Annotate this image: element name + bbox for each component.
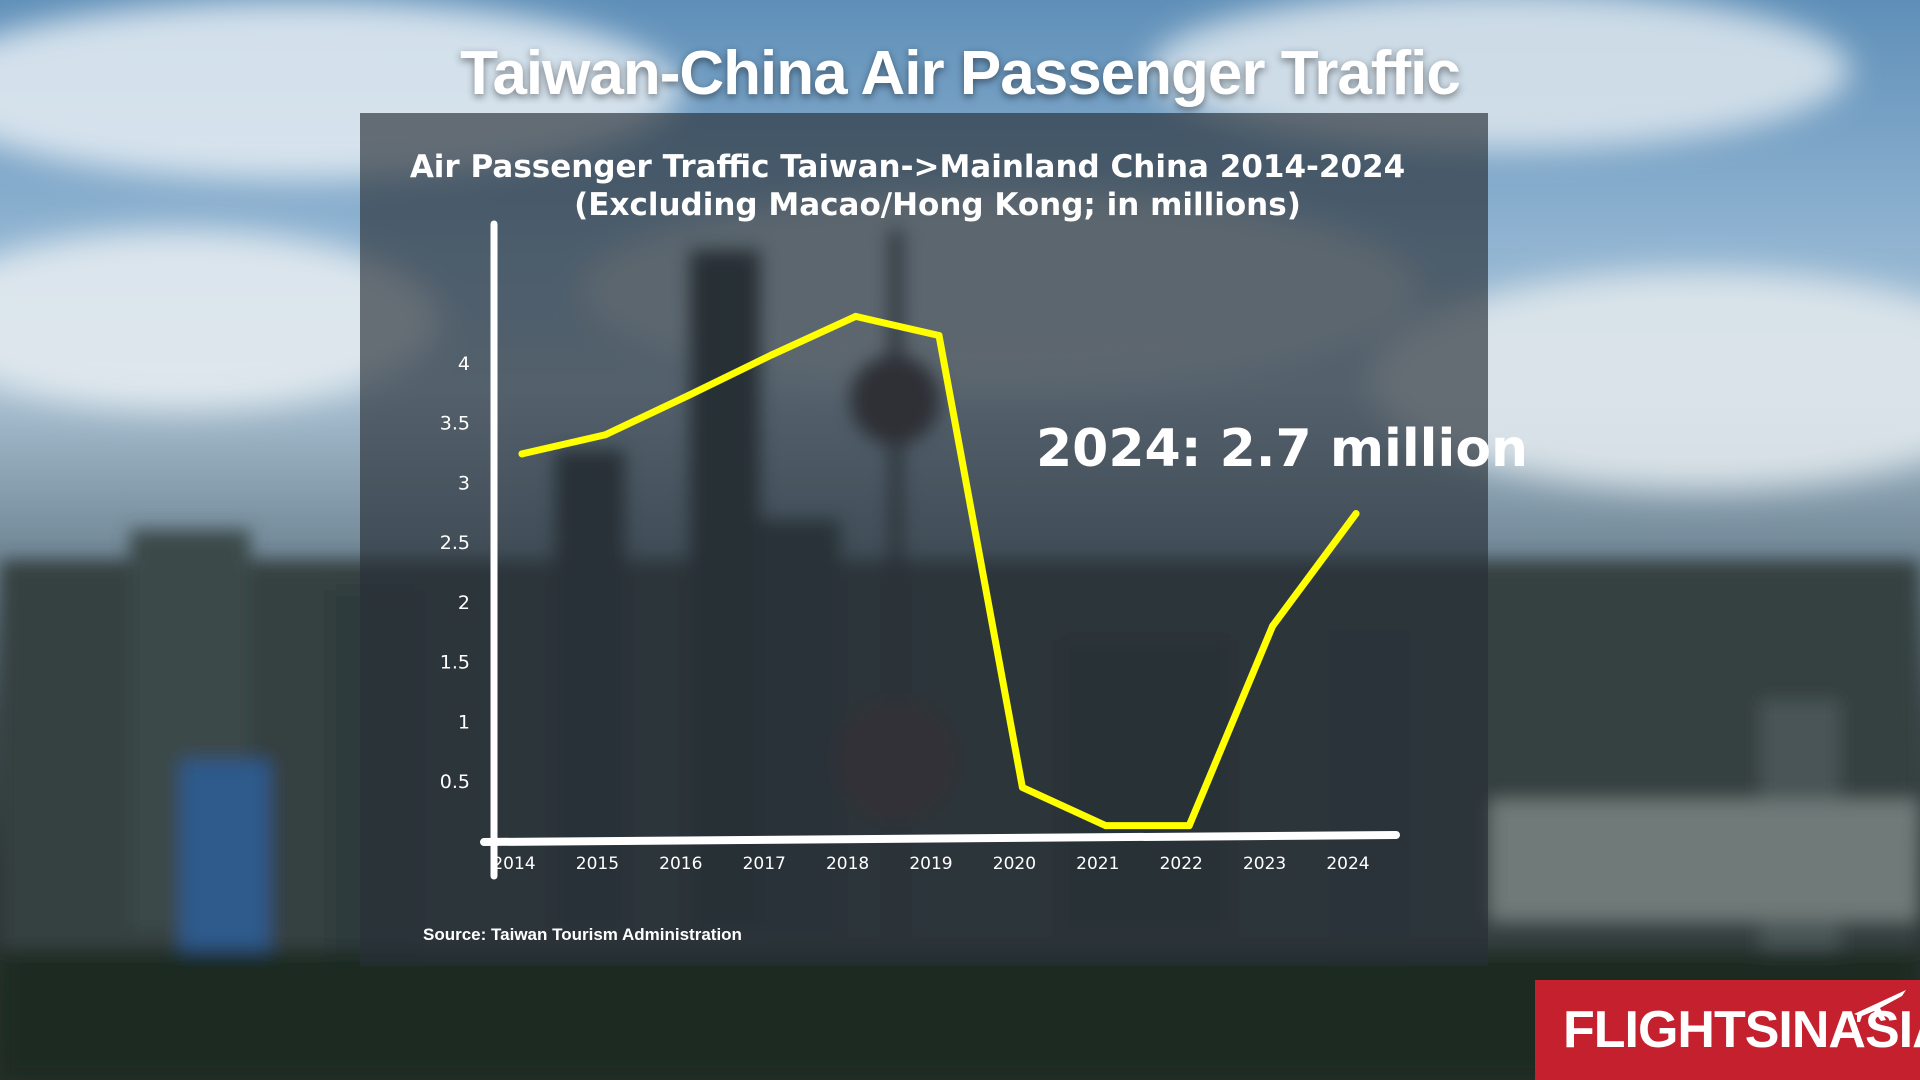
x-tick-label: 2024	[1326, 854, 1369, 874]
data-point	[768, 351, 776, 359]
axes	[480, 220, 1400, 880]
data-point	[601, 431, 609, 439]
y-tick-label: 1.5	[440, 652, 470, 674]
data-point	[852, 312, 860, 320]
data-point	[685, 391, 693, 399]
line-chart: 0.511.522.533.54 2014 2015 2016 2017 2018 201…	[440, 220, 1400, 880]
x-tick-label: 2015	[576, 854, 619, 874]
x-tick-label: 2021	[1076, 854, 1119, 874]
data-point	[935, 332, 943, 340]
airplane-icon	[1854, 990, 1906, 1022]
series	[518, 312, 1360, 830]
y-tick-label: 0.5	[440, 771, 470, 793]
x-tick-label: 2022	[1160, 854, 1203, 874]
data-point	[1269, 622, 1277, 630]
latest-value-annotation: 2024: 2.7 million	[1036, 419, 1529, 479]
y-tick-label: 4	[458, 353, 470, 375]
x-axis	[480, 831, 1400, 846]
x-tick-label: 2023	[1243, 854, 1286, 874]
data-point	[1102, 822, 1110, 830]
x-tick-label: 2020	[993, 854, 1036, 874]
y-tick-labels: 0.5 1 1.5 2 2.5 3 3.5 4	[440, 353, 470, 793]
x-tick-label: 2018	[826, 854, 869, 874]
x-tick-label: 2019	[909, 854, 952, 874]
x-tick-labels: 2014 2015 2016 2017 2018 2019 2020 2021 2022 2023…	[492, 854, 1369, 874]
data-point	[518, 450, 526, 458]
x-tick-label: 2017	[743, 854, 786, 874]
data-point	[1352, 510, 1360, 518]
series-line	[518, 312, 1360, 830]
chart-panel: Air Passenger Traffic Taiwan->Mainland C…	[360, 113, 1528, 966]
source-note: Source: Taiwan Tourism Administration	[423, 925, 742, 944]
y-tick-label: 2.5	[440, 532, 470, 554]
x-tick-label: 2016	[659, 854, 702, 874]
data-point	[1185, 822, 1193, 830]
x-tick-label: 2014	[492, 854, 535, 874]
y-tick-label: 3.5	[440, 413, 470, 435]
chart-subtitle: (Excluding Macao/Hong Kong; in millions)	[574, 187, 1301, 223]
data-point	[1018, 783, 1026, 791]
y-tick-label: 1	[458, 711, 470, 733]
y-tick-label: 3	[458, 472, 470, 494]
chart-title: Air Passenger Traffic Taiwan->Mainland C…	[409, 149, 1406, 185]
y-tick-label: 2	[458, 592, 470, 614]
main-title: Taiwan-China Air Passenger Traffic	[460, 39, 1461, 108]
flightsinasia-logo: FLIGHTSINASIA	[1535, 980, 1920, 1080]
logo-wordmark: FLIGHTSINASIA	[1563, 1001, 1920, 1059]
